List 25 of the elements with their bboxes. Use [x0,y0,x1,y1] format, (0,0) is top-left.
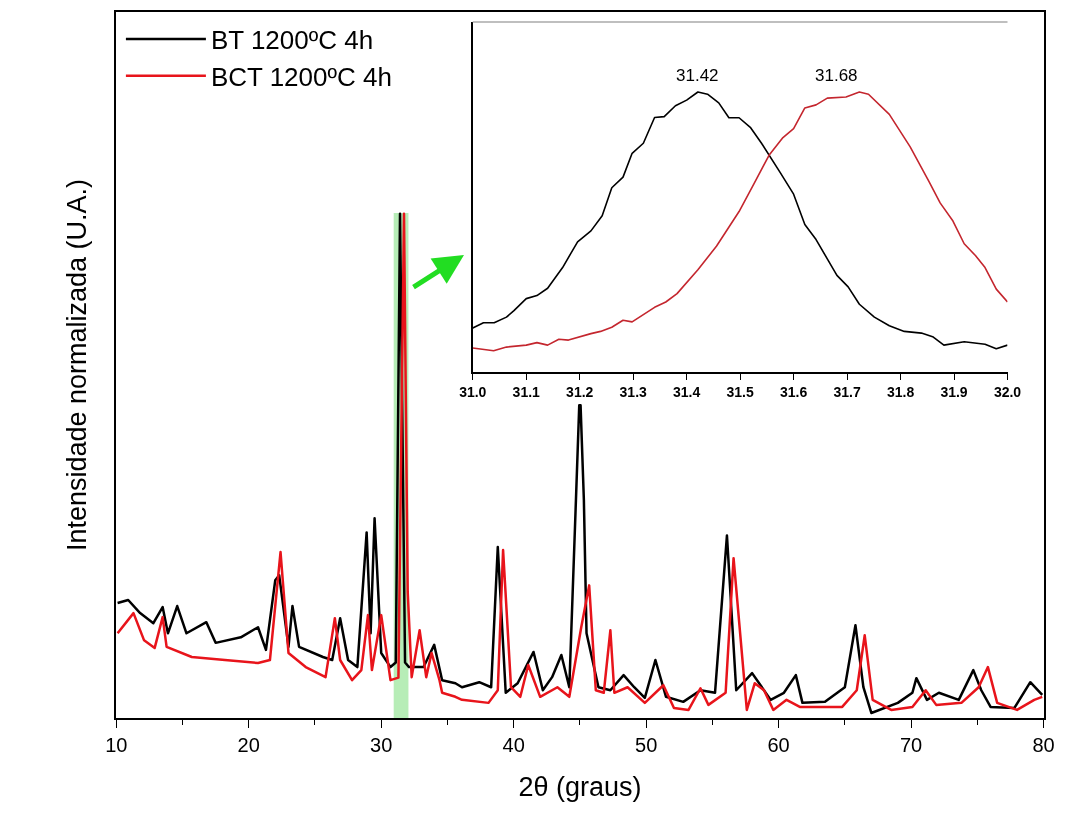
x-tick-label: 31.9 [940,383,968,400]
x-tick-label: 50 [635,734,658,756]
x-tick-label: 31.0 [459,383,487,400]
x-tick-label: 31.7 [833,383,861,400]
x-tick-label: 30 [370,734,393,756]
x-tick-label: 31.3 [619,383,648,400]
y-axis-title: Intensidade normalizada (U.A.) [61,178,92,552]
x-tick-label: 40 [502,734,525,756]
x-tick-label: 31.8 [886,383,915,400]
x-tick-label: 60 [767,734,790,756]
x-tick-label: 31.6 [779,383,808,400]
x-tick-label: 31.5 [726,383,754,400]
x-tick-label: 31.2 [566,383,594,400]
x-tick-label: 80 [1032,734,1055,756]
x-axis-title: 2θ (graus) [518,771,642,802]
legend-label: BCT 1200ºC 4h [210,61,392,92]
x-tick-label: 31.1 [512,383,541,400]
annotation: 31.42 [676,66,719,85]
x-tick-label: 10 [105,734,128,756]
legend-label: BT 1200ºC 4h [210,25,374,56]
x-tick-label: 31.4 [673,383,701,400]
x-tick-label: 20 [237,734,260,756]
annotation: 31.68 [815,66,858,85]
x-tick-label: 32.0 [993,383,1022,400]
x-tick-label: 70 [899,734,923,756]
